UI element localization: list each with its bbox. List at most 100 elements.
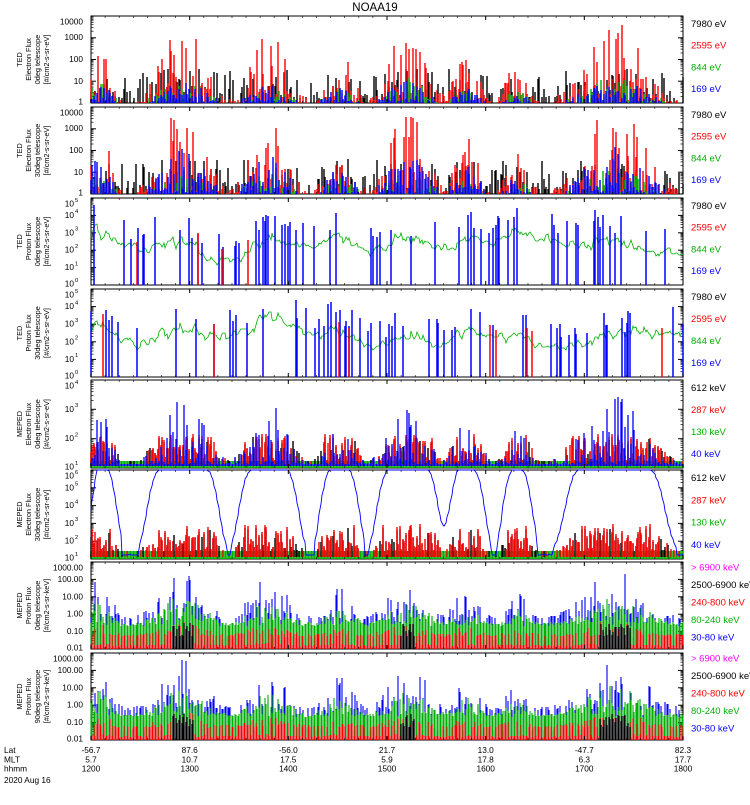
svg-text:10: 10: [74, 76, 84, 86]
svg-text:0: 0: [75, 278, 78, 284]
svg-text:2: 2: [75, 244, 78, 250]
svg-text:3: 3: [75, 227, 78, 233]
svg-text:1500: 1500: [378, 764, 397, 774]
svg-text:2: 2: [75, 535, 78, 541]
svg-text:612 keV: 612 keV: [691, 473, 727, 484]
svg-text:Proton Flux: Proton Flux: [24, 586, 33, 624]
svg-text:10: 10: [65, 471, 75, 481]
svg-text:MEPED: MEPED: [15, 684, 24, 710]
svg-text:> 6900 keV: > 6900 keV: [691, 654, 740, 665]
svg-text:169 eV: 169 eV: [691, 358, 722, 369]
svg-text:10.00: 10.00: [62, 682, 83, 692]
svg-text:30deg telescope: 30deg telescope: [33, 124, 42, 178]
svg-text:Electron Flux: Electron Flux: [24, 402, 33, 445]
svg-text:5: 5: [75, 289, 78, 295]
svg-text:10: 10: [65, 245, 75, 255]
svg-text:7980 eV: 7980 eV: [691, 110, 727, 121]
svg-text:10000: 10000: [60, 17, 83, 27]
svg-text:1000.00: 1000.00: [53, 654, 83, 664]
svg-text:1: 1: [75, 461, 78, 467]
svg-text:[#/cm2-s-sr-keV]: [#/cm2-s-sr-keV]: [42, 579, 51, 633]
svg-text:1: 1: [75, 353, 78, 359]
svg-text:10: 10: [65, 262, 75, 272]
svg-text:10: 10: [74, 167, 84, 177]
svg-text:3: 3: [75, 403, 78, 409]
svg-text:169 eV: 169 eV: [691, 84, 722, 95]
svg-text:612 keV: 612 keV: [691, 383, 727, 394]
svg-text:100.00: 100.00: [58, 665, 84, 675]
svg-text:10: 10: [65, 371, 75, 381]
svg-text:Electron Flux: Electron Flux: [24, 129, 33, 172]
svg-text:3: 3: [75, 318, 78, 324]
svg-text:[#/cm2-s-sr-eV]: [#/cm2-s-sr-eV]: [42, 490, 51, 540]
svg-text:287 keV: 287 keV: [691, 405, 727, 416]
svg-text:MEPED: MEPED: [15, 593, 24, 619]
svg-text:240-800 keV: 240-800 keV: [691, 689, 746, 700]
svg-text:10: 10: [65, 536, 75, 546]
svg-text:169 eV: 169 eV: [691, 266, 722, 277]
svg-text:30deg telescope: 30deg telescope: [33, 488, 42, 542]
svg-text:1200: 1200: [82, 764, 101, 774]
svg-text:10: 10: [65, 433, 75, 443]
svg-text:Proton Flux: Proton Flux: [24, 314, 33, 352]
svg-text:7980 eV: 7980 eV: [691, 201, 727, 212]
svg-text:10: 10: [65, 518, 75, 528]
svg-text:10: 10: [65, 319, 75, 329]
svg-text:844 eV: 844 eV: [691, 336, 722, 347]
svg-text:2595 eV: 2595 eV: [691, 223, 727, 234]
svg-text:30-80 keV: 30-80 keV: [691, 632, 735, 643]
svg-text:130 keV: 130 keV: [691, 518, 727, 529]
svg-text:1: 1: [75, 261, 78, 267]
svg-text:1000: 1000: [65, 123, 84, 133]
svg-text:2500-6900 keV: 2500-6900 keV: [691, 580, 750, 591]
svg-text:0deg telescope: 0deg telescope: [33, 399, 42, 449]
svg-text:1000: 1000: [65, 32, 84, 42]
svg-text:2595 eV: 2595 eV: [691, 41, 727, 52]
svg-text:844 eV: 844 eV: [691, 244, 722, 255]
svg-text:1000.00: 1000.00: [53, 563, 83, 573]
svg-text:0.10: 0.10: [67, 626, 84, 636]
svg-text:10: 10: [65, 553, 75, 563]
svg-text:MEPED: MEPED: [15, 411, 24, 437]
svg-text:1: 1: [78, 97, 83, 107]
svg-text:TED: TED: [15, 143, 24, 158]
svg-text:> 6900 keV: > 6900 keV: [691, 563, 740, 574]
svg-text:10: 10: [65, 336, 75, 346]
svg-text:Electron Flux: Electron Flux: [24, 493, 33, 536]
svg-text:2: 2: [75, 336, 78, 342]
svg-text:3: 3: [75, 517, 78, 523]
svg-text:1600: 1600: [476, 764, 495, 774]
svg-text:10: 10: [65, 199, 75, 209]
svg-text:5: 5: [75, 198, 78, 204]
svg-text:1300: 1300: [180, 764, 199, 774]
svg-text:1700: 1700: [575, 764, 594, 774]
svg-text:Proton Flux: Proton Flux: [24, 222, 33, 260]
svg-text:10.00: 10.00: [62, 591, 83, 601]
svg-text:130 keV: 130 keV: [691, 427, 727, 438]
svg-text:844 eV: 844 eV: [691, 62, 722, 73]
svg-text:6: 6: [75, 470, 78, 476]
svg-text:169 eV: 169 eV: [691, 175, 722, 186]
svg-text:[#/cm2-s-sr-eV]: [#/cm2-s-sr-eV]: [42, 35, 51, 85]
svg-text:2020 Aug 16: 2020 Aug 16: [4, 775, 51, 785]
svg-text:2595 eV: 2595 eV: [691, 314, 727, 325]
svg-text:0deg telescope: 0deg telescope: [33, 35, 42, 85]
svg-text:1800: 1800: [674, 764, 693, 774]
svg-text:MEPED: MEPED: [15, 502, 24, 528]
svg-text:[#/cm2-s-sr-keV]: [#/cm2-s-sr-keV]: [42, 670, 51, 724]
svg-text:10: 10: [65, 279, 75, 289]
svg-text:1.00: 1.00: [67, 700, 84, 710]
svg-text:1.00: 1.00: [67, 609, 84, 619]
svg-text:10: 10: [65, 482, 75, 492]
svg-text:40 keV: 40 keV: [691, 449, 721, 460]
svg-text:7980 eV: 7980 eV: [691, 19, 727, 30]
svg-text:10: 10: [65, 210, 75, 220]
svg-text:7980 eV: 7980 eV: [691, 292, 727, 303]
svg-text:0: 0: [75, 370, 78, 376]
svg-text:10: 10: [65, 404, 75, 414]
svg-text:100.00: 100.00: [58, 574, 84, 584]
svg-text:10000: 10000: [60, 108, 83, 118]
svg-text:[#/cm2-s-sr-eV]: [#/cm2-s-sr-eV]: [42, 126, 51, 176]
svg-text:TED: TED: [15, 326, 24, 341]
svg-text:80-240 keV: 80-240 keV: [691, 615, 740, 626]
